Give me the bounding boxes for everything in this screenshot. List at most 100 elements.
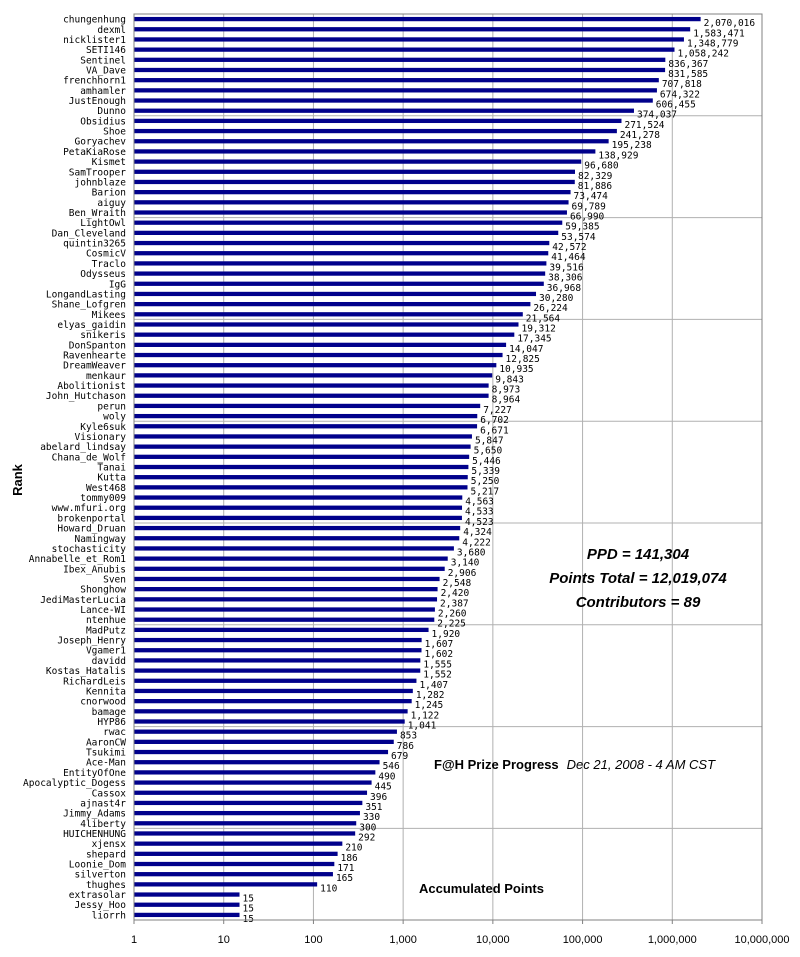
data-label: 53,574 bbox=[561, 232, 596, 243]
bar bbox=[134, 393, 489, 398]
data-label: 4,523 bbox=[465, 517, 494, 528]
category-label: menkaur bbox=[86, 371, 126, 382]
data-label: 41,464 bbox=[551, 252, 586, 263]
bar bbox=[134, 78, 659, 83]
grid bbox=[134, 14, 762, 920]
category-label: SETI146 bbox=[86, 45, 126, 56]
data-label: 300 bbox=[359, 822, 376, 833]
category-label: Ravenhearte bbox=[63, 351, 126, 362]
data-label: 17,345 bbox=[517, 334, 551, 345]
progress-date: Dec 21, 2008 - 4 AM CST bbox=[567, 757, 716, 772]
category-label: Goryachev bbox=[75, 137, 127, 148]
data-label: 66,990 bbox=[570, 212, 605, 223]
category-label: abelard_lindsay bbox=[40, 442, 126, 453]
bar bbox=[134, 678, 417, 683]
bar bbox=[134, 637, 422, 643]
data-label: 15 bbox=[243, 894, 254, 905]
data-label: 1,555 bbox=[423, 659, 452, 670]
category-label: West468 bbox=[86, 483, 126, 494]
category-label: Abolitionist bbox=[57, 381, 126, 392]
plot-frame bbox=[133, 13, 763, 921]
bar bbox=[134, 688, 413, 694]
category-label: Kennita bbox=[86, 686, 126, 697]
category-label: Dunno bbox=[97, 106, 126, 117]
data-label: 195,238 bbox=[612, 140, 652, 151]
data-label: 210 bbox=[345, 843, 362, 854]
x-axis-ticks: 1 10 100 1,000 10,000 100,000 1,000,000 10,000,… bbox=[131, 920, 790, 946]
category-label: IgG bbox=[109, 279, 126, 290]
bar bbox=[134, 342, 507, 347]
data-label: 1,602 bbox=[425, 649, 454, 660]
data-label: 5,250 bbox=[471, 476, 500, 487]
bar bbox=[134, 536, 460, 541]
category-label: Chana_de_Wolf bbox=[52, 452, 126, 463]
bar bbox=[134, 800, 363, 806]
data-label: 853 bbox=[400, 731, 417, 742]
category-label: perun bbox=[97, 401, 126, 412]
data-label: 1,607 bbox=[425, 639, 454, 650]
category-label: tommy009 bbox=[80, 493, 126, 504]
category-label: Kostas_Hatalis bbox=[46, 666, 126, 677]
bar bbox=[134, 190, 571, 195]
data-label: 96,680 bbox=[584, 161, 619, 172]
data-label: 2,260 bbox=[438, 609, 467, 620]
category-label: quintin3265 bbox=[63, 239, 126, 250]
category-label: Howard_Druan bbox=[57, 524, 126, 535]
category-label: silverton bbox=[75, 870, 126, 881]
bar bbox=[134, 230, 559, 236]
data-label: 19,312 bbox=[521, 323, 555, 334]
data-label: 2,225 bbox=[437, 619, 466, 630]
data-label: 10,935 bbox=[499, 364, 533, 375]
data-label: 138,929 bbox=[598, 150, 638, 161]
data-label: 5,650 bbox=[474, 446, 503, 457]
data-label: 1,552 bbox=[423, 670, 452, 681]
category-label: Joseph_Henry bbox=[57, 636, 126, 647]
category-label: Kismet bbox=[92, 157, 126, 168]
bar bbox=[134, 760, 380, 765]
ppd-annotation: PPD = 141,304 bbox=[587, 546, 690, 563]
category-label: thughes bbox=[86, 880, 126, 891]
bar bbox=[134, 587, 438, 592]
bar bbox=[134, 658, 421, 663]
category-label: ntenhue bbox=[86, 615, 126, 626]
category-label: LongandLasting bbox=[46, 289, 126, 300]
bar bbox=[134, 271, 546, 276]
labels: chungenhung 2,070,016 dexml 1,583,471 nickli… bbox=[23, 15, 755, 925]
category-label: Tanai bbox=[97, 463, 126, 474]
category-label: Shoe bbox=[103, 127, 126, 138]
bar bbox=[134, 851, 338, 856]
data-label: 8,964 bbox=[492, 395, 521, 406]
data-label: 30,280 bbox=[539, 293, 574, 304]
x-tick-label: 100 bbox=[304, 934, 322, 946]
data-label: 5,446 bbox=[472, 456, 501, 467]
x-tick-label: 100,000 bbox=[563, 934, 603, 946]
data-label: 1,583,471 bbox=[693, 28, 745, 39]
data-label: 490 bbox=[378, 771, 395, 782]
category-label: brokenportal bbox=[57, 513, 126, 524]
bar bbox=[134, 373, 493, 378]
bar bbox=[134, 169, 575, 174]
contributors-annotation: Contributors = 89 bbox=[576, 594, 701, 611]
data-label: 292 bbox=[358, 832, 375, 843]
bar bbox=[134, 47, 675, 52]
bar bbox=[134, 88, 657, 93]
data-label: 69,789 bbox=[572, 201, 607, 212]
bar bbox=[134, 648, 422, 653]
data-label: 39,516 bbox=[549, 262, 584, 273]
data-label: 8,973 bbox=[492, 385, 521, 396]
data-label: 1,041 bbox=[408, 720, 437, 731]
data-label: 1,058,242 bbox=[677, 49, 728, 60]
data-label: 4,324 bbox=[463, 527, 492, 538]
bar bbox=[134, 444, 471, 449]
data-label: 42,572 bbox=[552, 242, 586, 253]
category-label: liorrh bbox=[92, 910, 126, 921]
category-label: Mikees bbox=[92, 310, 126, 321]
y-axis-label: Rank bbox=[10, 463, 25, 496]
bar bbox=[134, 831, 356, 836]
bar bbox=[134, 627, 429, 633]
bar bbox=[134, 240, 550, 246]
bar bbox=[134, 332, 515, 337]
category-label: Ibex_Anubis bbox=[63, 564, 126, 575]
bar bbox=[134, 739, 394, 744]
